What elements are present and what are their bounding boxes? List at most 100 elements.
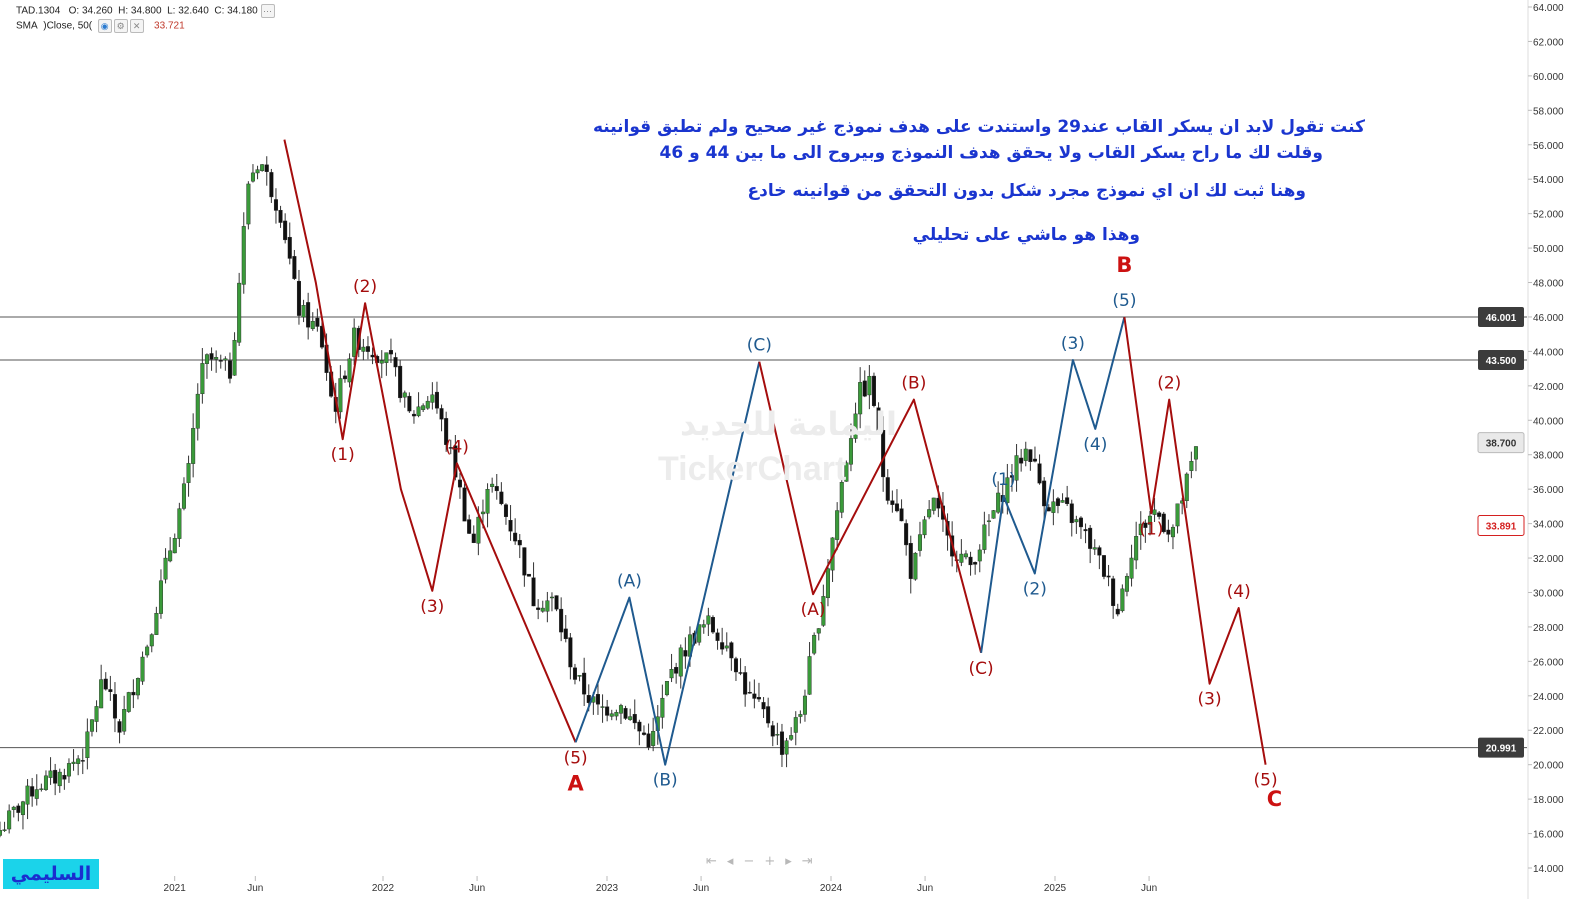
y-tick-label: 46.000: [1533, 313, 1564, 324]
candle-body: [968, 556, 973, 566]
author-badge: السليمي: [3, 859, 99, 889]
y-tick-label: 56.000: [1533, 141, 1564, 152]
candle-body: [577, 675, 582, 677]
candle-body: [444, 418, 449, 445]
y-tick-label: 36.000: [1533, 485, 1564, 496]
wave-label: (B): [653, 771, 678, 791]
abc-wave-line[interactable]: [758, 361, 983, 654]
candle-body: [1115, 608, 1120, 615]
correction-wave-line[interactable]: [574, 361, 761, 766]
candle-body: [296, 280, 301, 316]
open-value: 34.260: [81, 5, 113, 17]
prev-icon[interactable]: ◂: [726, 854, 744, 869]
candle-body: [789, 735, 794, 740]
candle-body: [135, 678, 140, 696]
candle-body: [936, 497, 941, 509]
candle-body: [434, 391, 439, 409]
impulse-wave-line[interactable]: [283, 139, 577, 743]
candle-body: [1078, 517, 1083, 528]
candle-body: [862, 380, 867, 397]
candle-body: [1023, 448, 1028, 461]
candle-body: [149, 634, 154, 647]
candle-body: [421, 405, 426, 410]
candle-body: [669, 668, 674, 679]
candle-body: [480, 511, 485, 515]
settings-icon[interactable]: ⚙: [113, 19, 128, 33]
menu-icon[interactable]: ⋯: [260, 4, 275, 18]
candle-body: [931, 497, 936, 511]
price-label-box: [1478, 737, 1524, 758]
wave-label: (4): [445, 437, 469, 457]
zoom-out-icon[interactable]: −: [743, 854, 765, 869]
candle-body: [559, 608, 564, 633]
close-icon[interactable]: ✕: [129, 19, 144, 33]
candle-body: [393, 357, 398, 368]
candle-body: [204, 354, 209, 364]
candle-body: [370, 354, 375, 358]
candle-body: [255, 169, 260, 174]
candle-body: [218, 360, 223, 362]
candle-body: [793, 717, 798, 733]
projection-wave-line[interactable]: [1123, 316, 1267, 765]
close-value: 34.180: [227, 5, 258, 17]
candle-body: [821, 596, 826, 626]
wave-label: (4): [1227, 582, 1251, 602]
watermark-arabic: اليمامة للحديد: [680, 405, 897, 443]
candle-body: [756, 697, 761, 700]
wave-label: (5): [1254, 771, 1278, 791]
wave-label: (1): [331, 445, 355, 465]
candle-body: [1088, 527, 1093, 549]
visibility-icon[interactable]: ◉: [97, 19, 112, 33]
y-tick-label: 16.000: [1533, 830, 1564, 841]
candle-body: [448, 447, 453, 449]
candle-body: [807, 656, 812, 695]
candle-body: [825, 568, 830, 599]
candle-body: [885, 477, 890, 501]
candle-body: [338, 378, 343, 413]
candle-body: [646, 733, 651, 748]
candle-body: [614, 712, 619, 717]
candle-body: [11, 806, 16, 810]
candle-body: [379, 360, 384, 364]
candle-body: [310, 321, 315, 329]
candle-body: [982, 524, 987, 550]
annotation-line-4: وهذا هو ماشي على تحليلي: [912, 225, 1140, 245]
candle-body: [209, 353, 214, 360]
candle-body: [241, 226, 246, 285]
zoom-in-icon[interactable]: +: [764, 854, 786, 869]
candle-body: [352, 327, 357, 357]
candle-body: [572, 667, 577, 680]
candle-body: [1069, 503, 1074, 524]
next-icon[interactable]: ▸: [785, 854, 802, 869]
first-icon[interactable]: ⇤: [706, 854, 727, 869]
candle-body: [292, 256, 297, 279]
candle-body: [876, 407, 881, 431]
candle-body: [729, 642, 734, 659]
candle-body: [798, 714, 803, 717]
candle-body: [108, 689, 113, 692]
candle-body: [858, 382, 863, 415]
major-wave-label: C: [1267, 787, 1282, 811]
candle-body: [1106, 575, 1111, 578]
impulse-wave-line-2[interactable]: [980, 316, 1126, 653]
candle-body: [246, 183, 251, 225]
candle-body: [85, 731, 90, 759]
candle-body: [388, 350, 393, 355]
candle-body: [269, 172, 274, 198]
symbol-label: TAD.1304: [16, 5, 61, 17]
annotation-line-1: كنت تقول لابد ان يسكر القاب عند29 واستند…: [592, 117, 1365, 137]
candle-body: [283, 220, 288, 241]
candle-body: [848, 438, 853, 465]
last-icon[interactable]: ⇥: [801, 854, 823, 869]
price-label-box: [1478, 306, 1524, 327]
candle-body: [526, 573, 531, 577]
candle-body: [540, 607, 545, 612]
y-tick-label: 52.000: [1533, 210, 1564, 221]
candle-body: [398, 365, 403, 399]
high-label: H:: [118, 5, 129, 17]
candle-body: [407, 395, 412, 412]
candle-body: [0, 830, 2, 836]
candle-body: [1032, 458, 1037, 462]
candle-body: [927, 509, 932, 518]
